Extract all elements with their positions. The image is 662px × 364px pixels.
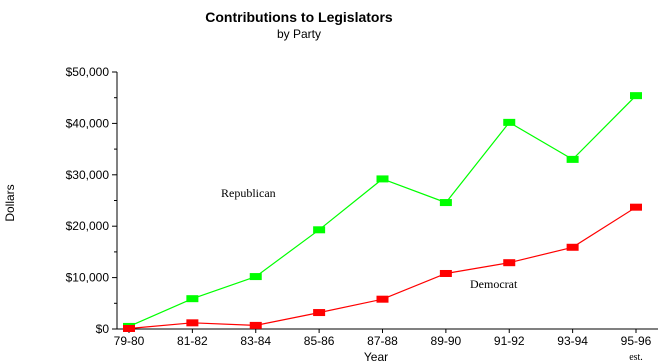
democrat-point (376, 295, 389, 303)
republican-point (376, 175, 389, 183)
republican-point (186, 295, 199, 303)
x-tick-label: 85-86 (304, 334, 335, 348)
chart-subtitle: by Party (277, 27, 321, 41)
series-layer (123, 92, 642, 332)
democrat-point (249, 321, 262, 329)
democrat-point (186, 319, 199, 327)
democrat-point (439, 269, 452, 277)
republican-point (503, 118, 516, 126)
y-axis-label: Dollars (3, 184, 17, 221)
y-tick-label: $50,000 (66, 65, 110, 79)
y-tick-label: $40,000 (66, 116, 110, 130)
republican-point (439, 199, 452, 207)
x-tick-label: 91-92 (494, 334, 525, 348)
democrat-point (566, 243, 579, 251)
republican-line (128, 95, 637, 327)
y-tick-label: $20,000 (66, 219, 110, 233)
x-ticks: 79-80 81-82 83-84 85-86 87-88 89-90 91-92 93-94… (114, 329, 652, 363)
series-label-republican: Republican (221, 186, 276, 200)
democrat-line (128, 206, 637, 330)
axes (116, 72, 658, 330)
democrat-point (630, 203, 642, 211)
x-tick-label: 87-88 (367, 334, 398, 348)
x-tick-label: 95-96 (621, 334, 652, 348)
series-label-democrat: Democrat (470, 277, 518, 291)
x-tick-note: est. (629, 352, 643, 363)
x-tick-label: 79-80 (114, 334, 145, 348)
democrat-point (123, 324, 135, 332)
y-ticks: $0 $10,000 $20,000 $30,000 $40,000 $50,000 (66, 65, 117, 336)
x-tick-label: 93-94 (557, 334, 588, 348)
republican-point (249, 273, 262, 281)
chart-title: Contributions to Legislators (205, 9, 393, 25)
x-tick-label: 83-84 (240, 334, 271, 348)
republican-point (313, 226, 326, 234)
x-axis-label: Year (364, 350, 388, 364)
democrat-point (313, 309, 326, 317)
republican-point (630, 92, 642, 100)
y-tick-label: $10,000 (66, 271, 110, 285)
y-tick-label: $30,000 (66, 168, 110, 182)
democrat-point (503, 259, 516, 267)
republican-point (566, 155, 579, 163)
x-tick-label: 89-90 (431, 334, 462, 348)
y-tick-label: $0 (96, 322, 110, 336)
x-tick-label: 81-82 (177, 334, 208, 348)
